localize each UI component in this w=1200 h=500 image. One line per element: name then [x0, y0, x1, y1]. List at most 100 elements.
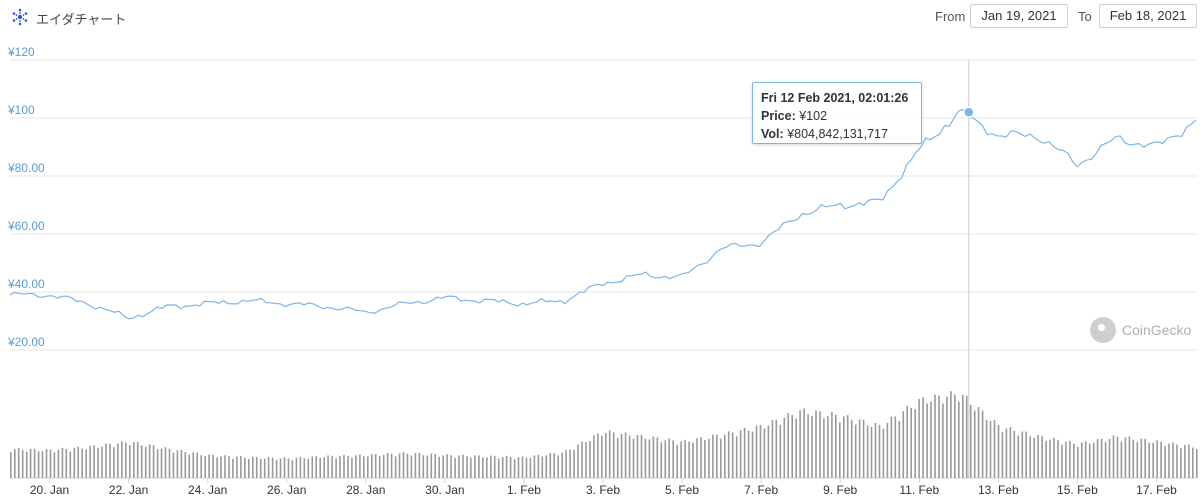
volume-bar: [1045, 440, 1047, 478]
volume-bar: [803, 408, 805, 478]
volume-bar: [1037, 435, 1039, 478]
volume-bar: [430, 453, 433, 478]
volume-bar: [1120, 441, 1123, 478]
volume-bar: [934, 394, 936, 478]
volume-bar: [783, 417, 786, 478]
volume-bar: [787, 413, 789, 478]
volume-bar: [1053, 437, 1055, 478]
volume-bar: [236, 456, 238, 478]
volume-bar: [505, 455, 508, 478]
volume-bar: [462, 454, 464, 478]
volume-bar: [398, 453, 401, 478]
volume-bar: [482, 457, 484, 478]
volume-bar: [513, 459, 516, 478]
volume-bar: [973, 410, 976, 478]
volume-bar: [652, 436, 655, 478]
volume-bar: [176, 450, 179, 478]
volume-bar: [244, 457, 246, 478]
volume-bar: [1192, 447, 1194, 478]
volume-bar: [839, 422, 841, 478]
volume-bar: [815, 410, 817, 478]
volume-bar: [458, 455, 460, 478]
volume-bar: [478, 455, 480, 478]
volume-bar: [57, 449, 60, 478]
volume-bar: [589, 441, 591, 478]
x-tick-label: 7. Feb: [744, 483, 778, 497]
x-tick-label: 30. Jan: [425, 483, 464, 497]
volume-bar: [1196, 449, 1198, 478]
volume-bar: [426, 455, 429, 478]
volume-bar: [684, 439, 686, 478]
volume-bar: [1136, 442, 1139, 478]
volume-bar: [490, 455, 492, 478]
volume-bar: [351, 457, 353, 478]
volume-bar: [664, 440, 667, 478]
volume-bar: [89, 446, 91, 478]
volume-bar: [724, 434, 726, 478]
price-tooltip: Fri 12 Feb 2021, 02:01:26 Price: ¥102 Vo…: [752, 82, 922, 144]
volume-bar: [962, 394, 964, 478]
y-tick-label: ¥100: [7, 103, 35, 117]
volume-bar: [327, 455, 329, 478]
volume-bar: [624, 432, 627, 478]
volume-bar: [359, 454, 361, 478]
volume-bar: [700, 437, 702, 478]
volume-bar: [113, 447, 115, 478]
volume-bar: [688, 441, 690, 478]
volume-bar: [474, 455, 476, 478]
volume-bar: [632, 438, 635, 478]
volume-bar: [200, 455, 202, 478]
volume-bar: [660, 442, 663, 478]
volume-bar: [1144, 438, 1146, 478]
volume-bar: [795, 418, 797, 478]
volume-bar: [41, 451, 44, 478]
volume-bar: [125, 442, 127, 478]
volume-bar: [1152, 442, 1154, 478]
volume-bar: [295, 457, 298, 478]
volume-bar: [29, 448, 32, 478]
volume-bar: [577, 444, 579, 478]
volume-bar: [311, 456, 314, 478]
volume-bar: [248, 458, 250, 478]
volume-bar: [17, 448, 20, 478]
tooltip-price-value: ¥102: [799, 109, 828, 123]
volume-bar: [1116, 436, 1119, 478]
volume-bar: [668, 438, 670, 478]
tooltip-date: Fri 12 Feb 2021, 02:01:26: [761, 91, 909, 105]
volume-bar: [386, 453, 389, 478]
volume-bar: [406, 453, 409, 478]
from-date-input[interactable]: Jan 19, 2021: [970, 4, 1068, 28]
volume-bar: [343, 454, 345, 478]
volume-bar: [1108, 438, 1111, 478]
volume-bar: [620, 433, 623, 478]
volume-bar: [616, 438, 619, 478]
volume-bar: [1148, 442, 1150, 478]
volume-bar: [1096, 438, 1099, 478]
volume-bar: [906, 405, 908, 478]
volume-bar: [390, 453, 393, 478]
volume-bar: [1049, 439, 1051, 478]
volume-bar: [299, 456, 302, 478]
volume-bar: [33, 448, 36, 478]
volume-bar: [1061, 444, 1063, 478]
chart-header: エイダチャート From Jan 19, 2021 To Feb 18, 202…: [0, 0, 1200, 34]
volume-bar: [640, 434, 643, 478]
volume-bar: [831, 412, 833, 478]
x-tick-label: 22. Jan: [109, 483, 148, 497]
volume-bar: [644, 438, 647, 478]
to-date-input[interactable]: Feb 18, 2021: [1099, 4, 1197, 28]
volume-bar: [136, 441, 139, 478]
volume-bar: [862, 419, 865, 478]
volume-bar: [363, 456, 365, 478]
volume-bar: [521, 456, 524, 478]
volume-bar: [553, 453, 555, 478]
volume-bar: [549, 453, 552, 478]
x-tick-label: 9. Feb: [823, 483, 857, 497]
volume-bar: [1001, 432, 1004, 478]
hover-point-marker: [963, 106, 975, 118]
volume-bar: [172, 452, 175, 478]
volume-bar: [545, 455, 548, 478]
volume-bar: [93, 445, 95, 478]
volume-bar: [1021, 431, 1024, 478]
